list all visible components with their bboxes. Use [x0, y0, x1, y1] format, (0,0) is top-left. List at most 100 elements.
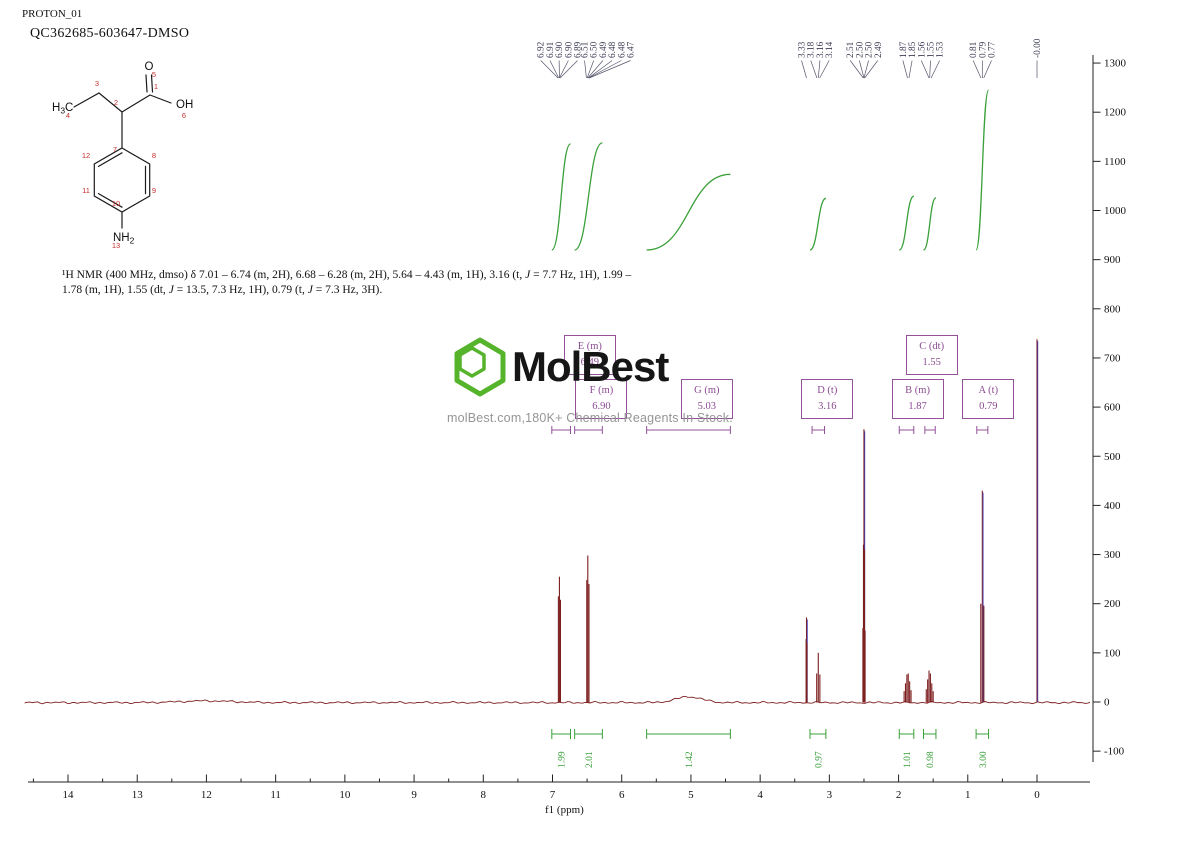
citation-segment: = 7.7 Hz, 1H), 1.99 – 1.78 (m, 1H), 1.55…	[62, 269, 632, 296]
svg-text:600: 600	[1104, 402, 1121, 414]
svg-text:100: 100	[1104, 647, 1121, 659]
svg-text:3: 3	[827, 789, 833, 801]
peak-label: 6.48	[608, 41, 618, 58]
svg-text:14: 14	[63, 789, 75, 801]
peak-label: 6.48	[617, 41, 627, 58]
atom-number-2: 2	[114, 98, 118, 107]
svg-text:2: 2	[896, 789, 902, 801]
svg-text:0: 0	[1104, 697, 1110, 709]
svg-text:12: 12	[201, 789, 212, 801]
atom-label-H3C: H3C	[52, 102, 73, 116]
assignment-label: C (dt)	[919, 341, 945, 352]
atom-number-13: 13	[112, 241, 120, 250]
assignment-box-E[interactable]: E (m) 6.49	[563, 335, 616, 375]
peak-label: 2.51	[846, 41, 856, 58]
peak-label: 1.55	[926, 41, 936, 58]
atom-number-5: 5	[152, 70, 156, 79]
assignment-label: A (t)	[978, 385, 999, 396]
peak-label: 3.14	[825, 41, 835, 58]
peak-label: -0.00	[1033, 38, 1043, 58]
integral-value: 0.98	[926, 751, 936, 768]
assignment-box-F[interactable]: F (m) 6.90	[575, 379, 628, 419]
peak-label: 3.33	[798, 41, 808, 58]
assignment-box-C[interactable]: C (dt) 1.55	[905, 335, 958, 375]
assignment-brackets	[551, 426, 989, 434]
nmr-citation: ¹H NMR (400 MHz, dmso) δ 7.01 – 6.74 (m,…	[62, 268, 654, 298]
peak-label: 1.85	[908, 41, 918, 58]
axes: 14 13 12 11 10 9 8 7 6 5 4 3 2 1 0f1 (ppm)130012001100…	[28, 55, 1127, 816]
peak-label: 6.51	[581, 41, 591, 58]
citation-segment: J	[168, 284, 174, 296]
atom-number-10: 10	[112, 199, 120, 208]
svg-text:200: 200	[1104, 598, 1121, 610]
integral-value: 0.97	[814, 751, 824, 768]
peak-label: 0.79	[978, 41, 988, 58]
experiment-name: PROTON_01	[22, 8, 83, 20]
svg-text:1300: 1300	[1104, 58, 1127, 70]
assignment-label: E (m)	[577, 341, 602, 352]
watermark-tagline: molBest.com,180K+ Chemical Reagents In S…	[447, 411, 733, 425]
bond-skeleton	[73, 74, 172, 229]
atom-label-OH: OH	[176, 99, 193, 111]
atom-label-O: O	[145, 61, 154, 73]
peak-label: 0.77	[988, 41, 998, 58]
integral-value: 2.01	[585, 751, 595, 768]
assignment-box-B[interactable]: B (m) 1.87	[891, 379, 944, 419]
svg-text:800: 800	[1104, 303, 1121, 315]
svg-text:500: 500	[1104, 451, 1121, 463]
sample-id: QC362685-603647-DMSO	[30, 26, 190, 41]
svg-text:11: 11	[270, 789, 281, 801]
peak-label: 6.49	[599, 41, 609, 58]
peak-label: 6.90	[555, 41, 565, 58]
peak-label: 2.50	[855, 41, 865, 58]
svg-text:900: 900	[1104, 254, 1121, 266]
atom-number-6: 6	[182, 111, 186, 120]
svg-text:0: 0	[1034, 789, 1040, 801]
assignment-box-G[interactable]: G (m) 5.03	[680, 379, 733, 419]
integral-value: 1.01	[903, 751, 913, 768]
watermark: MolBest	[450, 336, 669, 398]
svg-text:1100: 1100	[1104, 156, 1126, 168]
assignment-shift: 0.79	[979, 401, 998, 412]
svg-text:1: 1	[965, 789, 971, 801]
integral-value: 1.99	[558, 751, 568, 768]
citation-segment: = 13.5, 7.3 Hz, 1H), 0.79 (t,	[173, 284, 308, 296]
atom-number-3: 3	[95, 79, 99, 88]
peak-label: 6.50	[590, 41, 600, 58]
citation-segment: = 7.3 Hz, 3H).	[312, 284, 383, 296]
watermark-brand: MolBest	[512, 343, 669, 390]
svg-text:700: 700	[1104, 352, 1121, 364]
assignment-shift: 1.87	[908, 401, 927, 412]
assignment-shift: 6.49	[580, 357, 599, 368]
integral-value: 3.00	[979, 751, 989, 768]
peak-label: 1.87	[899, 41, 909, 58]
assignment-label: G (m)	[694, 385, 720, 396]
spectrum-trace	[24, 339, 1091, 705]
integral-layer: 1.99 2.01 1.42 0.97 1.01 0.98 3.00	[551, 89, 990, 768]
assignment-shift: 3.16	[818, 401, 837, 412]
peak-label: 6.89	[574, 41, 584, 58]
peak-label: 3.16	[816, 41, 826, 58]
svg-text:10: 10	[339, 789, 351, 801]
molbest-logo-icon	[454, 337, 506, 397]
assignment-box-D[interactable]: D (t) 3.16	[801, 379, 854, 419]
assignment-shift: 6.90	[592, 401, 611, 412]
atom-number-12: 12	[82, 151, 90, 160]
peak-label: 2.49	[874, 41, 884, 58]
assignment-box-A[interactable]: A (t) 0.79	[962, 379, 1015, 419]
peak-label: 2.50	[865, 41, 875, 58]
svg-text:13: 13	[132, 789, 144, 801]
svg-text:-100: -100	[1104, 746, 1125, 758]
svg-text:f1 (ppm): f1 (ppm)	[545, 804, 584, 816]
peak-pick-labels: 6.92 6.91 6.90 6.90 6.896.51 6.50 6.49 6.48 6.48…	[537, 38, 1043, 79]
citation-segment: J	[307, 284, 313, 296]
svg-text:400: 400	[1104, 500, 1121, 512]
svg-text:1200: 1200	[1104, 107, 1127, 119]
svg-text:8: 8	[481, 789, 487, 801]
molecule-structure: O OH H3C NH2 1 2 3 4 5 6 7 8 9 10 11 12 …	[52, 61, 193, 250]
citation-segment: J	[525, 269, 531, 281]
svg-text:9: 9	[411, 789, 417, 801]
